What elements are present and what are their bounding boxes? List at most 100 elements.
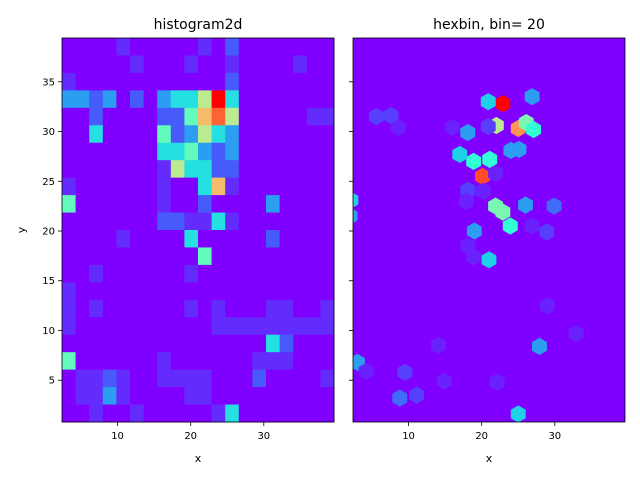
histogram2d-cell — [130, 72, 144, 91]
histogram2d-cell — [320, 264, 335, 283]
histogram2d-cell — [211, 90, 226, 109]
histogram2d-cell — [306, 107, 321, 126]
histogram2d-cell — [75, 55, 90, 74]
histogram2d-cell — [211, 195, 226, 213]
histogram2d-cell — [157, 177, 172, 196]
histogram2d-cell — [279, 177, 294, 196]
histogram2d-cell — [116, 369, 131, 388]
histogram2d-cell — [266, 177, 280, 196]
histogram2d-cell — [184, 195, 199, 213]
histogram2d-cell — [225, 72, 240, 91]
histogram2d-cell — [225, 404, 240, 423]
histogram2d-cell — [252, 72, 267, 91]
histogram2d-cell — [266, 125, 280, 144]
histogram2d-cell — [293, 107, 308, 126]
histogram2d-cell — [89, 317, 104, 336]
histogram2d-cell — [89, 264, 104, 283]
histogram2d-cell — [225, 369, 240, 388]
histogram2d-cell — [184, 334, 199, 353]
histogram2d-cell — [238, 387, 253, 405]
histogram2d-cell — [143, 352, 158, 371]
histogram2d-cell — [225, 195, 240, 213]
hexbin-cell — [495, 203, 511, 221]
hexbin-cell — [397, 363, 413, 381]
histogram2d-cell — [157, 387, 172, 405]
hexbin-cell — [475, 167, 490, 185]
histogram2d-cell — [62, 125, 76, 144]
histogram2d-cell — [102, 352, 117, 371]
histogram2d-cell — [238, 404, 253, 423]
histogram2d-cell — [279, 369, 294, 388]
hexbin-cell — [524, 217, 540, 235]
histogram2d-cell — [143, 212, 158, 231]
histogram2d-cell — [157, 72, 172, 91]
histogram2d-cell — [266, 334, 280, 353]
hexbin-cell — [437, 372, 452, 390]
histogram2d-cell — [157, 107, 172, 126]
histogram2d-cell — [252, 369, 267, 388]
histogram2d-cell — [279, 125, 294, 144]
histogram2d-cell — [266, 38, 280, 56]
histogram2d-cell — [279, 230, 294, 248]
histogram2d-cell — [75, 195, 90, 213]
histogram2d-cell — [89, 38, 104, 56]
histogram2d-cell — [211, 55, 226, 74]
histogram2d-cell — [184, 230, 199, 248]
histogram2d-cell — [116, 299, 131, 318]
histogram2d-cell — [293, 369, 308, 388]
hexbin-cell — [482, 150, 498, 168]
histogram2d-cell — [252, 38, 267, 56]
histogram2d-cell — [116, 142, 131, 161]
histogram2d-cell — [198, 230, 212, 248]
histogram2d-cell — [225, 160, 240, 179]
hexbin-cell — [358, 362, 374, 380]
histogram2d-cell — [170, 247, 185, 266]
hexbin-cell — [452, 145, 468, 163]
histogram2d-cell — [116, 195, 131, 213]
histogram2d-cell — [89, 195, 104, 213]
histogram2d-cell — [320, 38, 335, 56]
hexbin-cell — [502, 217, 518, 235]
hexbin-cell — [524, 88, 540, 106]
histogram2d-cell — [102, 369, 117, 388]
histogram2d-cell — [75, 352, 90, 371]
histogram2d-cell — [184, 90, 199, 109]
histogram2d-cell — [89, 230, 104, 248]
histogram2d-cell — [238, 160, 253, 179]
histogram2d-cell — [279, 352, 294, 371]
histogram2d-cell — [293, 55, 308, 74]
histogram2d-cell — [184, 247, 199, 266]
hexbin-cell — [510, 405, 526, 422]
hexbin-cell — [409, 386, 425, 404]
histogram2d-cell — [157, 247, 172, 266]
histogram2d-cell — [266, 142, 280, 161]
histogram2d-cell — [143, 387, 158, 405]
histogram2d-cell — [157, 212, 172, 231]
histogram2d-cell — [116, 334, 131, 353]
histogram2d-cell — [157, 334, 172, 353]
histogram2d-cell — [211, 352, 226, 371]
histogram2d-cell — [266, 352, 280, 371]
histogram2d-cell — [184, 282, 199, 301]
histogram2d-cell — [238, 195, 253, 213]
histogram2d-cell — [238, 72, 253, 91]
histogram2d-cell — [211, 369, 226, 388]
histogram2d-cell — [116, 230, 131, 248]
histogram2d-cell — [130, 55, 144, 74]
histogram2d-cell — [157, 55, 172, 74]
histogram2d-cell — [198, 247, 212, 266]
hexbin-cell — [383, 107, 399, 125]
histogram2d-cell — [130, 334, 144, 353]
histogram2d-cell — [184, 38, 199, 56]
histogram2d-cell — [130, 160, 144, 179]
histogram2d-cell — [184, 107, 199, 126]
histogram2d-cell — [143, 177, 158, 196]
histogram2d-cell — [252, 195, 267, 213]
histogram2d-cell — [170, 177, 185, 196]
hexbin-cell — [495, 95, 511, 113]
histogram2d-cell — [102, 142, 117, 161]
histogram2d-cells — [62, 38, 335, 423]
histogram2d-cell — [75, 299, 90, 318]
histogram2d-cell — [225, 55, 240, 74]
histogram2d-cell — [184, 404, 199, 423]
